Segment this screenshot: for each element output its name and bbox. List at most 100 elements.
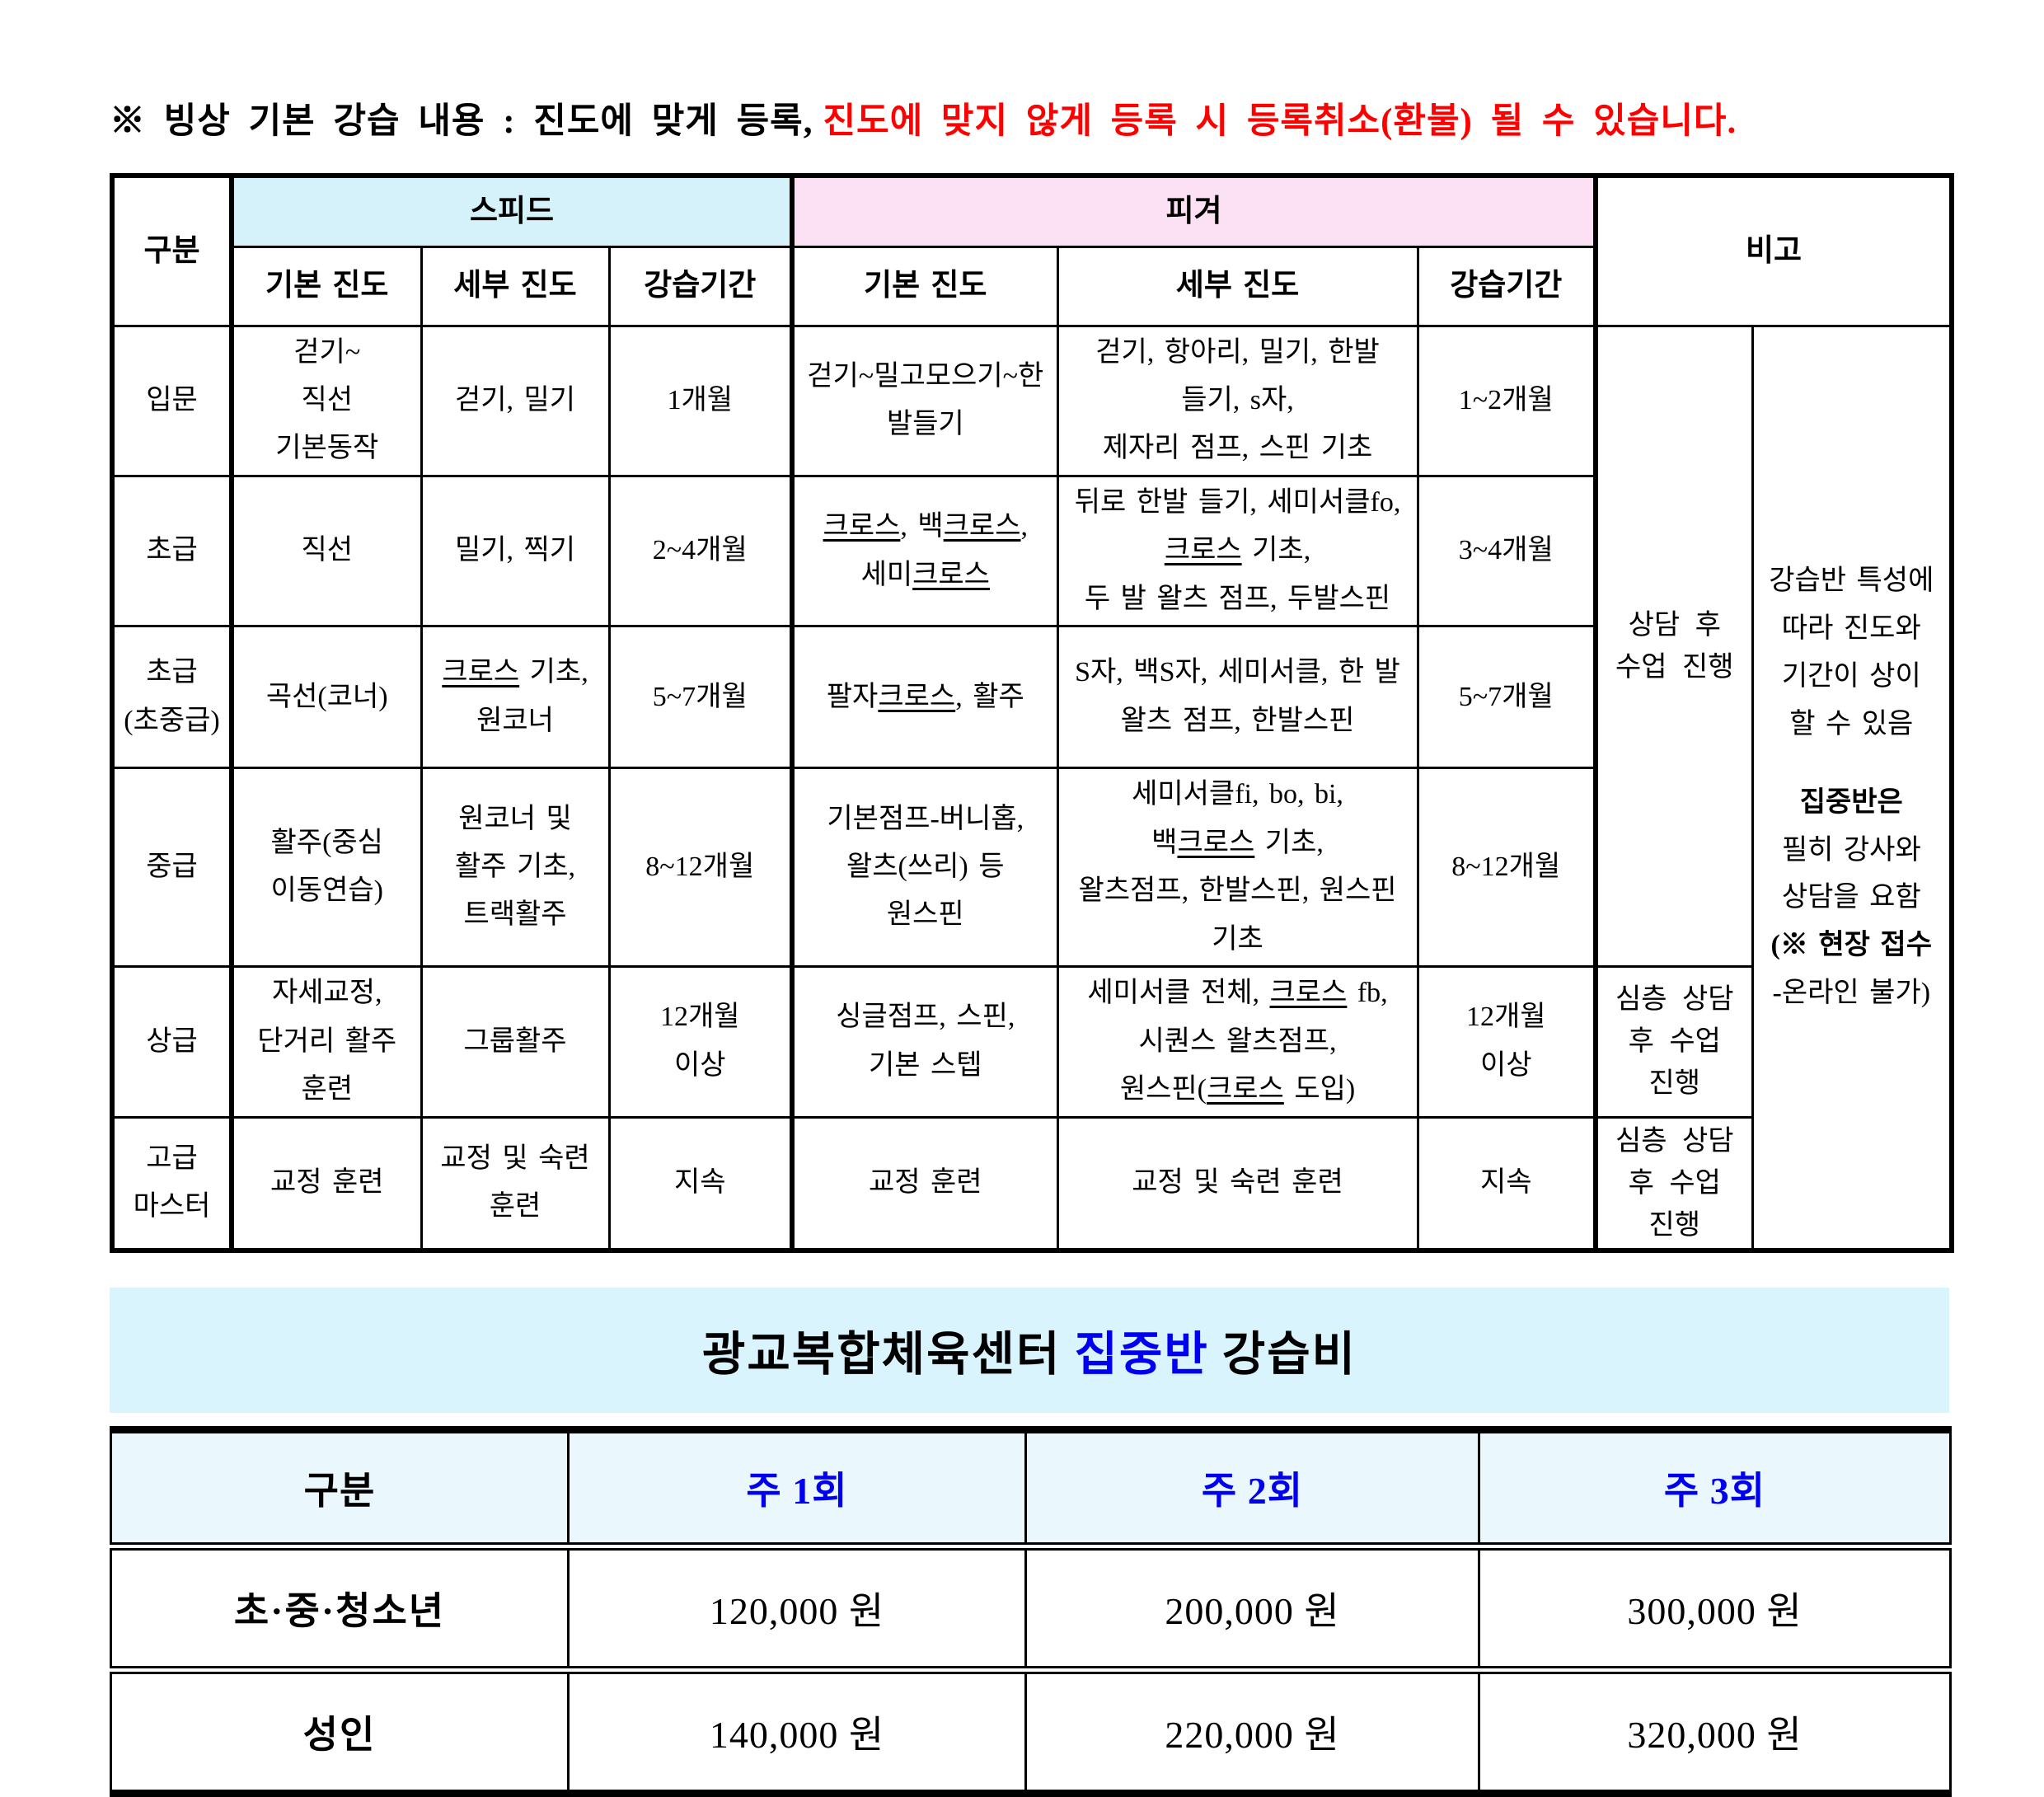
text-segment: 5~7개월 bbox=[1458, 681, 1554, 712]
speed-basic-cell: 직선 bbox=[230, 474, 423, 628]
text-segment: 2~4개월 bbox=[652, 535, 748, 566]
text-segment: -온라인 불가) bbox=[1772, 978, 1931, 1009]
level-cell: 입문 bbox=[110, 324, 234, 477]
cell-line: 8~12개월 bbox=[1423, 843, 1591, 891]
text-segment: 마스터 bbox=[133, 1191, 211, 1222]
cell-line: 기본 스텝 bbox=[798, 1042, 1053, 1090]
text-segment: 크로스 bbox=[1269, 978, 1348, 1009]
col-header-speed-period: 강습기간 bbox=[607, 245, 795, 327]
cell-line: 그룹활주 bbox=[426, 1018, 605, 1066]
text-segment: 트랙활주 bbox=[463, 899, 567, 931]
figure-detail-cell: 교정 및 숙련 훈련 bbox=[1056, 1115, 1419, 1252]
text-segment: 크로스 bbox=[823, 511, 901, 542]
price-cell: 200,000 원 bbox=[1024, 1541, 1480, 1672]
cell-line: 강습반 특성에 bbox=[1757, 557, 1947, 605]
text-segment: 두 발 왈츠 점프, 두발스핀 bbox=[1084, 583, 1391, 614]
cell-line: 트랙활주 bbox=[426, 891, 605, 939]
text-segment: 기초, bbox=[1254, 827, 1324, 858]
cell-line: 두 발 왈츠 점프, 두발스핀 bbox=[1062, 575, 1413, 623]
text-segment: 8~12개월 bbox=[645, 852, 755, 883]
text-segment: 교정 훈련 bbox=[868, 1166, 982, 1198]
cell-line: 교정 및 숙련 bbox=[426, 1135, 605, 1183]
text-segment: 이동연습) bbox=[270, 875, 383, 907]
text-segment: 초·중·청소년 bbox=[233, 1589, 446, 1632]
cell-line: 상담 후 bbox=[1601, 604, 1748, 646]
level-cell: 초급 (초중급) bbox=[110, 625, 234, 770]
cell-line: 기초 bbox=[1062, 916, 1413, 964]
cell-line: 고급 bbox=[118, 1135, 226, 1183]
col-header-bigo: 비고 bbox=[1594, 174, 1953, 327]
text-segment: 걷기~ bbox=[293, 336, 361, 368]
cell-line: 훈련 bbox=[426, 1183, 605, 1231]
table-row: 고급 마스터 교정 훈련 교정 및 숙련 훈련 지속 교정 훈련 교정 및 숙련 훈련 지속 심층… bbox=[110, 1115, 1952, 1252]
cell-line: 입문 bbox=[118, 377, 226, 425]
text-segment: 백 bbox=[1151, 827, 1178, 858]
figure-detail-cell: 뒤로 한발 들기, 세미서클fo, 크로스 기초, 두 발 왈츠 점프, 두발스핀 bbox=[1056, 474, 1419, 628]
figure-basic-cell: 팔자크로스, 활주 bbox=[790, 625, 1059, 770]
text-segment: 기간이 상이 bbox=[1781, 660, 1921, 692]
text-segment: 발들기 bbox=[886, 409, 964, 440]
price-cell: 120,000 원 bbox=[567, 1541, 1027, 1672]
text-segment: 원코너 bbox=[476, 705, 554, 736]
cell-line: 200,000 원 bbox=[1028, 1581, 1477, 1635]
figure-detail-cell: S자, 백S자, 세미서클, 한 발 왈츠 점프, 한발스핀 bbox=[1056, 625, 1419, 770]
speed-basic-cell: 자세교정, 단거리 활주 훈련 bbox=[230, 965, 423, 1119]
price-header-week1: 주 1회 bbox=[567, 1428, 1027, 1548]
cell-line: 기본동작 bbox=[237, 425, 417, 472]
text-segment: 교정 및 숙련 bbox=[440, 1142, 590, 1174]
cell-line: 교정 훈련 bbox=[237, 1159, 417, 1207]
text-segment: 수업 진행 bbox=[1615, 651, 1734, 683]
text-segment: 이상 bbox=[1479, 1049, 1532, 1081]
cell-line: 220,000 원 bbox=[1028, 1705, 1477, 1759]
cell-line: 진행 bbox=[1601, 1204, 1748, 1246]
cell-line: 발들기 bbox=[798, 401, 1053, 448]
text-segment: 12개월 bbox=[659, 1002, 740, 1033]
banner-title-highlight: 집중반 bbox=[1074, 1328, 1209, 1381]
text-segment: 곡선(코너) bbox=[265, 681, 388, 712]
text-segment: 지속 bbox=[1479, 1166, 1532, 1198]
text-segment: 들기, s자, bbox=[1181, 384, 1294, 415]
cell-line: 이상 bbox=[614, 1042, 787, 1090]
text-segment: 고급 bbox=[146, 1142, 198, 1174]
cell-line: 140,000 원 bbox=[570, 1705, 1024, 1759]
cell-line: 필히 강사와 bbox=[1757, 827, 1947, 875]
cell-line: 원스핀(크로스 도입) bbox=[1062, 1066, 1413, 1114]
text-segment: 심층 상담 bbox=[1615, 1125, 1734, 1157]
text-segment: 걷기, 항아리, 밀기, 한발 bbox=[1095, 336, 1380, 368]
text-segment: 필히 강사와 bbox=[1781, 834, 1921, 866]
text-segment: 직선 bbox=[301, 535, 354, 566]
cell-line: 5~7개월 bbox=[1423, 673, 1591, 721]
cell-line: 왈츠(쓰리) 등 bbox=[798, 843, 1053, 891]
text-segment: 성인 bbox=[302, 1713, 377, 1756]
remarks-consult-cell: 심층 상담 후 수업 진행 bbox=[1594, 965, 1754, 1119]
cell-line: 할 수 있음 bbox=[1757, 701, 1947, 748]
text-segment: 원스핀( bbox=[1119, 1074, 1207, 1105]
cell-line: 밀기, 찍기 bbox=[426, 527, 605, 575]
text-segment: 1~2개월 bbox=[1458, 384, 1554, 415]
text-segment: 세미서클fi, bo, bi, bbox=[1132, 779, 1343, 810]
text-segment: 교정 훈련 bbox=[270, 1166, 384, 1198]
text-segment: 상담을 요함 bbox=[1781, 882, 1921, 913]
cell-line bbox=[1757, 748, 1947, 778]
text-segment: 원코너 및 bbox=[458, 803, 572, 834]
cell-line: 크로스 기초, bbox=[1062, 527, 1413, 575]
text-segment: 밀기, 찍기 bbox=[454, 535, 576, 566]
cell-line: 뒤로 한발 들기, 세미서클fo, bbox=[1062, 479, 1413, 527]
text-segment: 싱글점프, 스핀, bbox=[836, 1002, 1015, 1033]
cell-line: (※ 현장 접수 bbox=[1757, 922, 1947, 969]
note-red-text: 진도에 맞지 않게 등록 시 등록취소(환불) 될 수 있습니다. bbox=[823, 102, 1737, 141]
text-segment: 활주(중심 bbox=[270, 827, 383, 858]
cell-line: -온라인 불가) bbox=[1757, 969, 1947, 1017]
cell-line: 단거리 활주 bbox=[237, 1018, 417, 1066]
text-segment: 크로스 bbox=[1206, 1074, 1284, 1105]
table-row: 초급 (초중급) 곡선(코너) 크로스 기초, 원코너 5~7개월 팔자크로스, 활주 S자,… bbox=[110, 625, 1952, 770]
cell-line: 직선 bbox=[237, 377, 417, 425]
figure-period-cell: 지속 bbox=[1416, 1115, 1599, 1252]
cell-line: 이동연습) bbox=[237, 867, 417, 915]
speed-period-cell: 지속 bbox=[607, 1115, 795, 1252]
table-row: 중급 활주(중심 이동연습) 원코너 및 활주 기초, 트랙활주 8~12개월 기본점프-버니… bbox=[110, 767, 1952, 969]
cell-line: 1개월 bbox=[614, 377, 787, 425]
